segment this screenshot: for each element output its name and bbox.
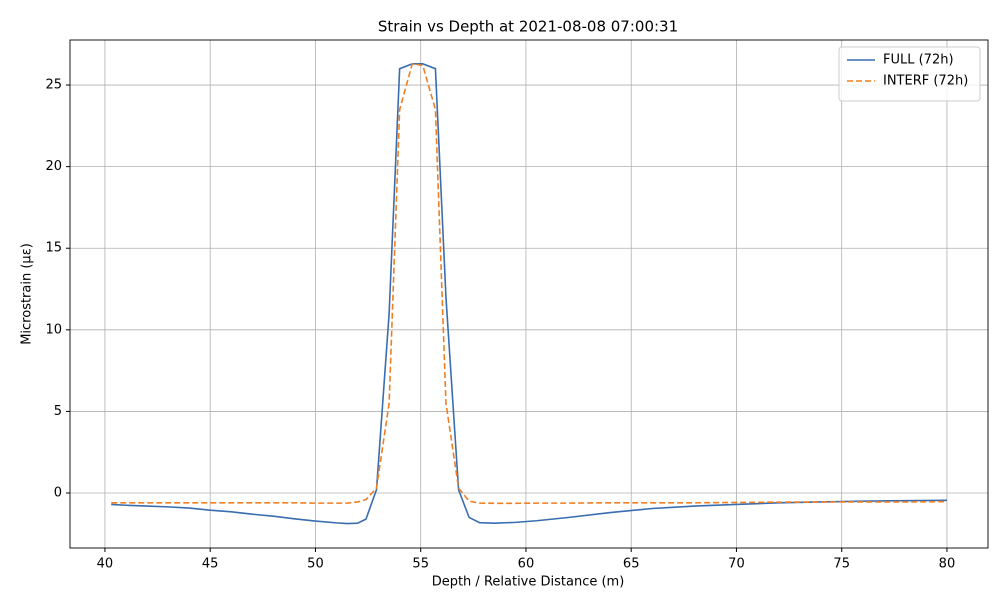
- x-tick-label: 45: [202, 557, 219, 572]
- x-tick-label: 65: [623, 557, 640, 572]
- x-tick-label: 40: [97, 557, 114, 572]
- x-tick-label: 50: [307, 557, 324, 572]
- y-tick-label: 5: [54, 404, 62, 419]
- x-tick-label: 75: [833, 557, 850, 572]
- y-tick-label: 20: [45, 159, 62, 174]
- y-axis-label: Microstrain (με): [20, 243, 35, 345]
- chart-title: Strain vs Depth at 2021-08-08 07:00:31: [378, 18, 678, 36]
- legend: FULL (72h) INTERF (72h): [838, 46, 981, 102]
- y-tick-label: 15: [45, 241, 62, 256]
- data-line: [111, 63, 947, 525]
- legend-label: INTERF (72h): [883, 74, 968, 89]
- x-tick-label: 70: [728, 557, 745, 572]
- legend-label: FULL (72h): [883, 53, 954, 68]
- x-axis-label: Depth / Relative Distance (m): [432, 575, 625, 590]
- x-tick-label: 80: [939, 557, 956, 572]
- data-line: [111, 62, 947, 505]
- y-tick-label: 10: [45, 322, 62, 337]
- x-tick-label: 55: [412, 557, 429, 572]
- x-tick-label: 60: [518, 557, 535, 572]
- plot-frame: [69, 39, 989, 549]
- y-tick-label: 0: [54, 486, 62, 501]
- y-tick-label: 25: [45, 78, 62, 93]
